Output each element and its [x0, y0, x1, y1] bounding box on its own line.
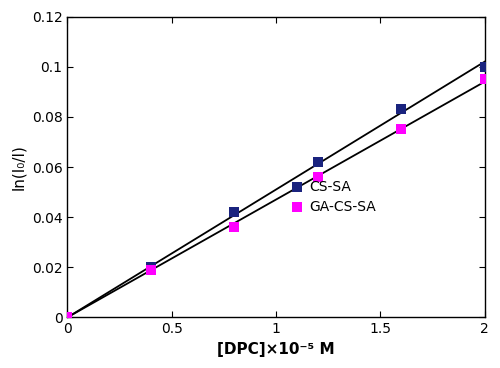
X-axis label: [DPC]×10⁻⁵ M: [DPC]×10⁻⁵ M [217, 342, 334, 357]
CS-SA [480, 64, 488, 70]
CS-SA [397, 106, 405, 112]
GA-CS-SA [480, 76, 488, 82]
Legend: CS-SA, GA-CS-SA: CS-SA, GA-CS-SA [291, 180, 376, 213]
GA-CS-SA [397, 127, 405, 132]
GA-CS-SA [230, 224, 238, 230]
CS-SA [146, 264, 154, 270]
CS-SA [314, 159, 322, 165]
CS-SA [230, 209, 238, 215]
GA-CS-SA [314, 174, 322, 180]
Point [64, 315, 72, 321]
Y-axis label: ln(I₀/I): ln(I₀/I) [11, 144, 26, 190]
GA-CS-SA [146, 267, 154, 273]
